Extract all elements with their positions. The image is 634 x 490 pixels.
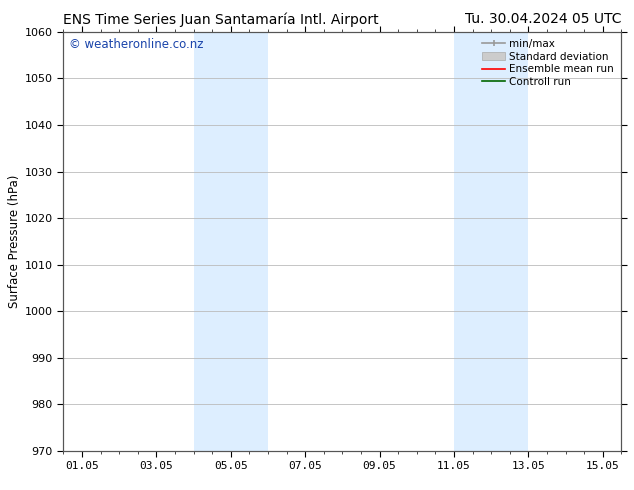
Bar (193, 32, 268, 451)
Text: Tu. 30.04.2024 05 UTC: Tu. 30.04.2024 05 UTC (465, 12, 621, 26)
Text: ENS Time Series Juan Santamaría Intl. Airport: ENS Time Series Juan Santamaría Intl. Ai… (63, 12, 379, 27)
Bar (454, 32, 528, 451)
Text: © weatheronline.co.nz: © weatheronline.co.nz (69, 38, 204, 51)
Y-axis label: Surface Pressure (hPa): Surface Pressure (hPa) (8, 174, 21, 308)
Legend: min/max, Standard deviation, Ensemble mean run, Controll run: min/max, Standard deviation, Ensemble me… (480, 37, 616, 89)
